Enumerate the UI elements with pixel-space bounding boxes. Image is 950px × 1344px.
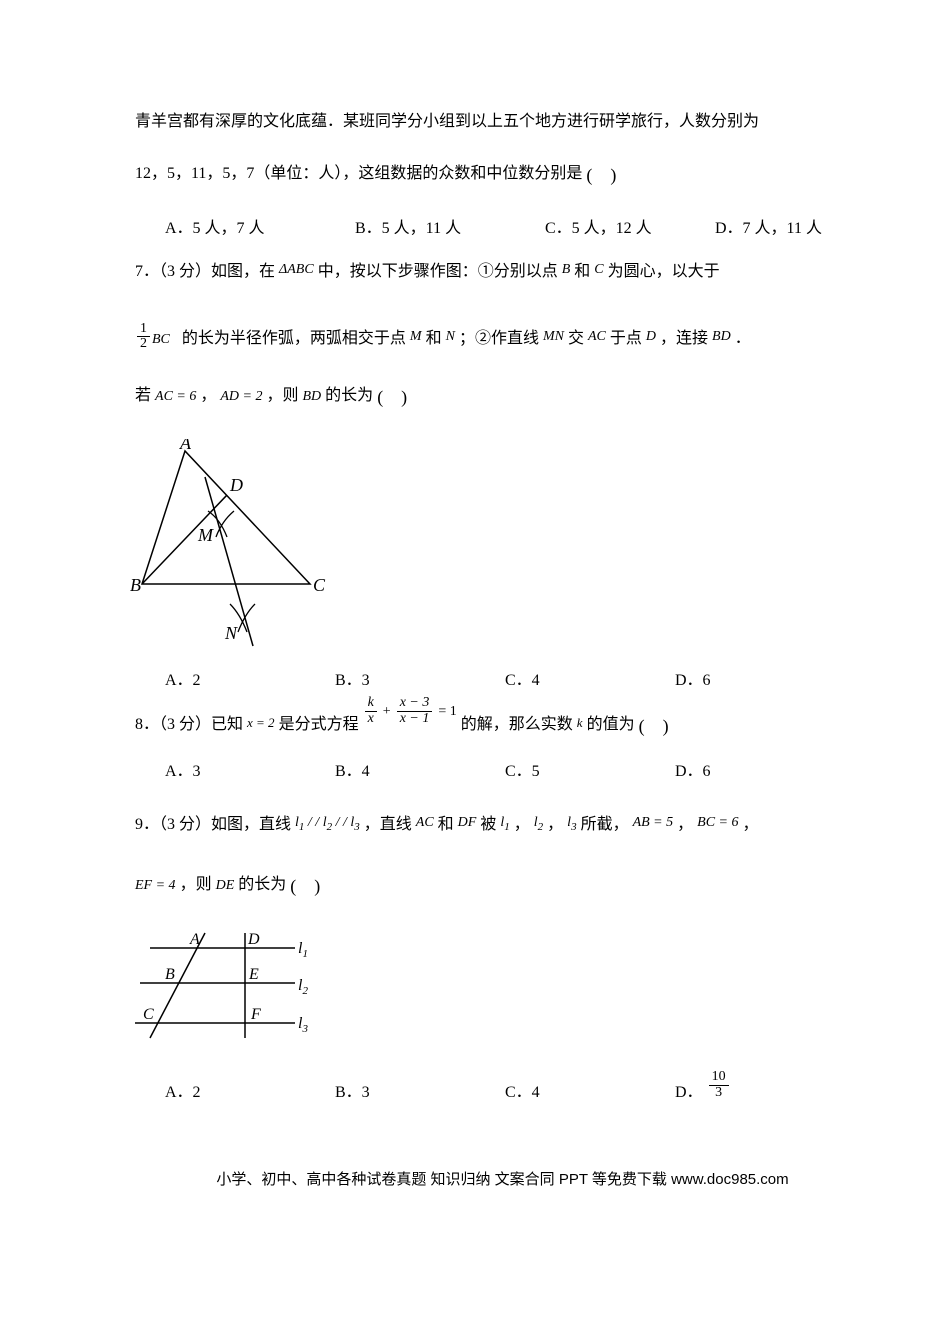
q6-intro: 青羊宫都有深厚的文化底蕴．某班同学分小组到以上五个地方进行研学旅行，人数分别为 [135,110,870,134]
q7-paren: ( ) [377,387,407,407]
svg-text:F: F [250,1006,261,1023]
q6-options: A．5 人，7 人 B．5 人，11 人 C．5 人，12 人 D．7 人，11… [135,217,870,241]
q9-line2: EF = 4 ，则 DE 的长为 ( ) [135,873,870,900]
svg-text:D: D [247,931,260,948]
q8-eq: kx + x − 3x − 1 = 1 [363,690,457,732]
svg-text:C: C [143,1006,154,1023]
fig7-D: D [229,475,243,495]
q7-opt-c: C．4 [505,669,675,693]
fig7-C: C [313,575,326,595]
q7-line2: 1 2 BC 的长为半径作弧，两弧相交于点 M 和 N ；②作直线 MN 交 A… [135,321,870,356]
q7-frac: 1 2 [137,322,150,352]
fig7-A: A [179,439,192,453]
q9-opt-d: D． 10 3 [675,1078,845,1108]
q7-figure: A B C D M N [130,439,335,659]
q8-opt-a: A．3 [165,760,335,784]
q8: 8．（3 分）已知 x = 2 是分式方程 kx + x − 3x − 1 = … [135,703,870,750]
q8-opt-d: D．6 [675,760,845,784]
q9-opt-a: A．2 [165,1081,335,1105]
q9-opt-b: B．3 [335,1081,505,1105]
q6-paren: ( ) [586,165,616,185]
svg-text:E: E [248,966,259,983]
q9-options: A．2 B．3 C．4 D． 10 3 [135,1078,870,1108]
svg-text:l1: l1 [298,940,308,960]
svg-text:B: B [165,966,175,983]
svg-text:l2: l2 [298,977,308,997]
q6-text: 12，5，11，5，7（单位：人），这组数据的众数和中位数分别是 [135,165,582,182]
q9-figure: A B C D E F l1 l2 l3 [135,928,335,1048]
q9-paren: ( ) [290,876,320,896]
q8-opt-c: C．5 [505,760,675,784]
q6-data: 12，5，11，5，7（单位：人），这组数据的众数和中位数分别是 ( ) [135,162,870,189]
q8-paren: ( ) [639,716,669,736]
svg-text:l3: l3 [298,1015,308,1035]
fig7-B: B [130,575,141,595]
q8-options: A．3 B．4 C．5 D．6 [135,760,870,784]
q7-line3: 若 AC = 6 ， AD = 2 ，则 BD 的长为 ( ) [135,384,870,411]
footer-link[interactable]: www.doc985.com [671,1171,789,1188]
q7-opt-d: D．6 [675,669,845,693]
q9-opt-c: C．4 [505,1081,675,1105]
q6-opt-b: B．5 人，11 人 [355,217,545,241]
page: 青羊宫都有深厚的文化底蕴．某班同学分小组到以上五个地方进行研学旅行，人数分别为 … [0,0,950,1231]
footer: 小学、初中、高中各种试卷真题 知识归纳 文案合同 PPT 等免费下载 www.d… [135,1169,870,1192]
q7-opt-b: B．3 [335,669,505,693]
q6-opt-c: C．5 人，12 人 [545,217,715,241]
fig7-N: N [224,623,238,643]
q7-options: A．2 B．3 C．4 D．6 [135,669,870,693]
q8-opt-b: B．4 [335,760,505,784]
q7-opt-a: A．2 [165,669,335,693]
fig7-M: M [197,525,214,545]
svg-text:A: A [189,931,200,948]
q6-opt-d: D．7 人，11 人 [715,217,885,241]
q9-line1: 9．（3 分）如图，直线 l1 / / l2 / / l3 ，直线 AC 和 D… [135,804,870,846]
q6-opt-a: A．5 人，7 人 [165,217,355,241]
q7-line1: 7．（3 分）如图，在 ΔABC 中，按以下步骤作图：①分别以点 B 和 C 为… [135,251,870,293]
